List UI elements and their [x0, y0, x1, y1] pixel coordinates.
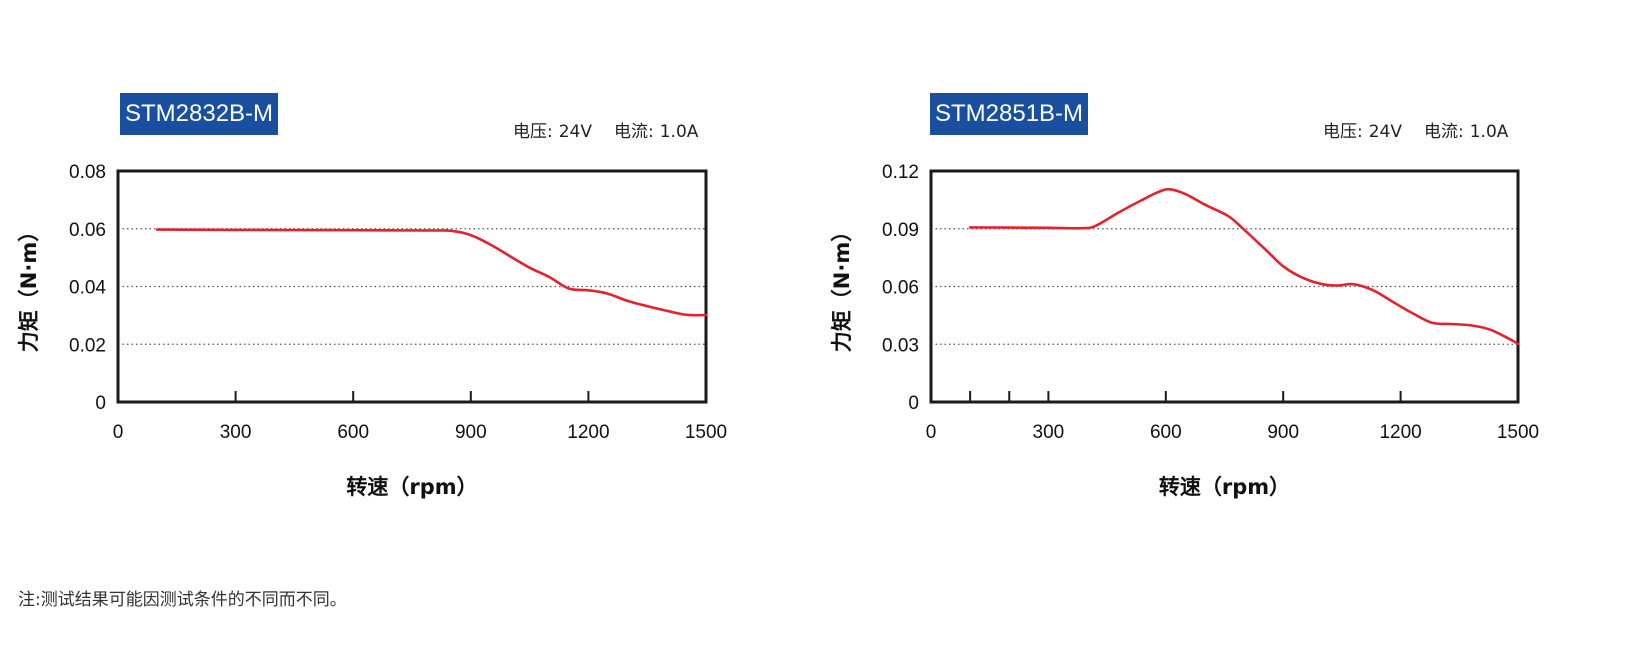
y-tick-label: 0.06 [69, 220, 106, 241]
spec-line: 电压: 24V 电流: 1.0A [513, 117, 698, 142]
x-tick-label: 1200 [1379, 422, 1421, 443]
voltage-value: 24V [558, 122, 592, 142]
y-tick-label: 0 [95, 393, 106, 414]
plot-frame [929, 169, 1520, 404]
y-tick-label: 0.03 [882, 335, 919, 356]
y-axis-title: 力矩（N·m） [830, 221, 854, 352]
current-label: 电流: [1424, 122, 1464, 142]
torque-curve [155, 228, 708, 317]
current-label: 电流: [614, 122, 654, 142]
y-tick-label: 0.09 [882, 220, 919, 241]
chart-panel-stm2851b: STM2851B-M 电压: 24V 电流: 1.0A 0 0.03 0.06 0.09 0.… [823, 0, 1646, 560]
x-tick-label: 900 [455, 422, 487, 443]
footnote: 注:测试结果可能因测试条件的不同而不同。 [18, 590, 347, 610]
y-tick-label: 0 [908, 393, 919, 414]
y-axis-title: 力矩（N·m） [17, 221, 41, 352]
x-tick-label: 1500 [685, 422, 727, 443]
y-tick-label: 0.12 [882, 162, 919, 183]
voltage-label: 电压: [1323, 122, 1363, 142]
current-value: 1.0A [659, 122, 699, 142]
torque-speed-chart: 0 0.02 0.04 0.06 0.08 0 300 600 900 1200 1500 转速（rp… [17, 162, 727, 499]
x-axis-title: 转速（rpm） [1159, 475, 1290, 499]
chart-panel-stm2832b: STM2832B-M 电压: 24V 电流: 1.0A 0 0.02 0.04 0.06 0.… [0, 0, 823, 560]
plot-frame [116, 169, 708, 404]
x-tick-label: 600 [1150, 422, 1182, 443]
current-value: 1.0A [1469, 122, 1509, 142]
x-tick-label: 300 [220, 422, 252, 443]
y-tick-label: 0.06 [882, 278, 919, 299]
x-tick-label: 0 [926, 422, 937, 443]
y-tick-label: 0.04 [69, 278, 106, 299]
x-axis-title: 转速（rpm） [346, 475, 477, 499]
voltage-value: 24V [1368, 122, 1402, 142]
torque-speed-chart: 0 0.03 0.06 0.09 0.12 0 300 600 900 1200 1500 转速（rp… [830, 162, 1539, 499]
model-title: STM2832B-M [120, 93, 279, 135]
y-tick-label: 0.02 [69, 335, 106, 356]
y-tick-label: 0.08 [69, 162, 106, 183]
x-tick-label: 0 [113, 422, 124, 443]
x-tick-label: 300 [1033, 422, 1065, 443]
x-tick-label: 1200 [567, 422, 609, 443]
voltage-label: 电压: [513, 122, 553, 142]
x-tick-label: 1500 [1497, 422, 1539, 443]
model-title: STM2851B-M [930, 93, 1089, 135]
torque-curve [968, 187, 1520, 346]
spec-line: 电压: 24V 电流: 1.0A [1323, 117, 1508, 142]
x-tick-label: 600 [337, 422, 369, 443]
x-tick-label: 900 [1267, 422, 1299, 443]
